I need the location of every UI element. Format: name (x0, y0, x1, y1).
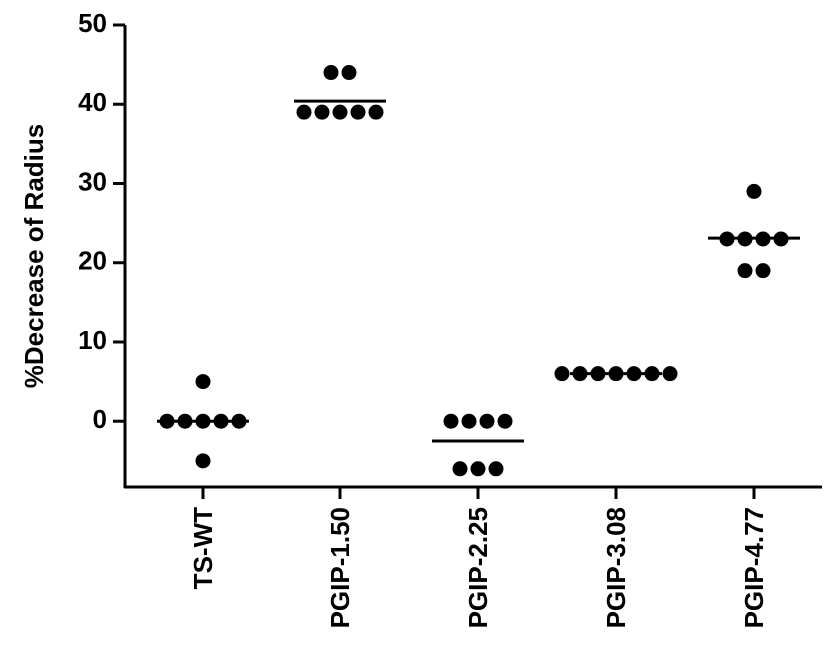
y-tick-label: 30 (78, 166, 107, 196)
data-point (755, 263, 771, 279)
y-axis-label: %Decrease of Radius (19, 124, 49, 388)
data-point (195, 374, 211, 390)
data-point (314, 104, 330, 120)
y-tick-label: 10 (78, 325, 107, 355)
x-tick-label: PGIP-3.08 (601, 507, 631, 628)
y-tick-label: 20 (78, 246, 107, 276)
data-point (195, 453, 211, 469)
data-point (296, 104, 312, 120)
data-point (554, 366, 570, 382)
y-tick-label: 50 (78, 8, 107, 38)
data-point (323, 65, 339, 81)
data-point (350, 104, 366, 120)
data-point (479, 413, 495, 429)
data-point (341, 65, 357, 81)
data-point (737, 263, 753, 279)
data-point (497, 413, 513, 429)
y-tick-label: 0 (93, 404, 107, 434)
data-point (452, 461, 468, 477)
data-point (746, 183, 762, 199)
data-point (662, 366, 678, 382)
data-point (443, 413, 459, 429)
data-point (368, 104, 384, 120)
data-point (461, 413, 477, 429)
x-tick-label: PGIP-2.25 (463, 507, 493, 628)
x-tick-label: PGIP-4.77 (739, 507, 769, 628)
x-tick-label: TS-WT (188, 507, 218, 589)
data-point (488, 461, 504, 477)
y-tick-label: 40 (78, 87, 107, 117)
data-point (332, 104, 348, 120)
x-tick-label: PGIP-1.50 (325, 507, 355, 628)
data-point (470, 461, 486, 477)
